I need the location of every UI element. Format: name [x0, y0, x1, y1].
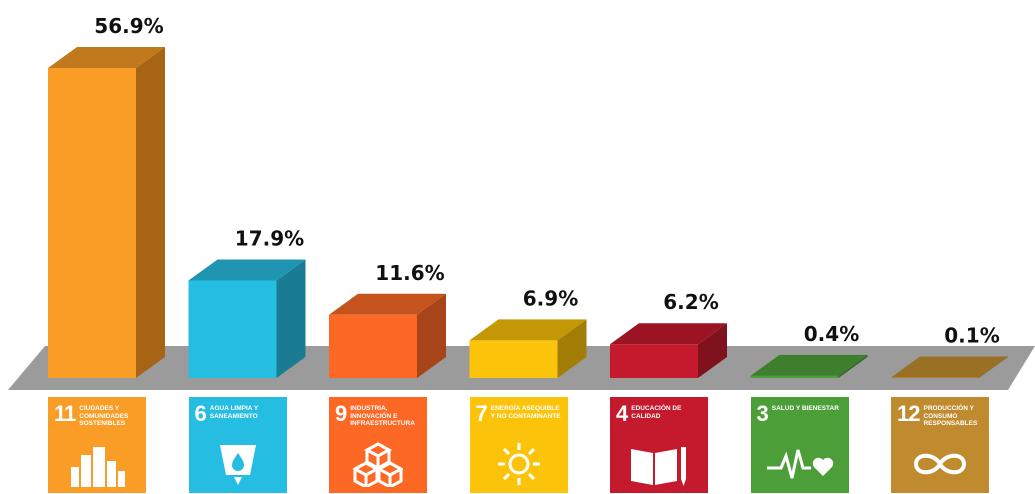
- bar-value-label: 0.1%: [944, 323, 999, 347]
- bar-front-face: [610, 344, 698, 378]
- sdg-tile-name: Agua limpia y saneamiento: [209, 405, 259, 420]
- bar-value-label: 6.9%: [523, 286, 578, 310]
- sdg-tile-number: 12: [897, 401, 921, 426]
- bar-chart: 56.9% 17.9% 11.6% 6.9% 6.2% 0.4% 0.1%: [8, 14, 1035, 390]
- sdg-tile-number: 6: [194, 401, 207, 426]
- sdg-tile-name: Industria, innovación e infraestructura: [350, 405, 415, 427]
- bar-side-face: [276, 259, 306, 378]
- sdg-tile-name: Ciudades y comunidades sostenibles: [79, 405, 129, 427]
- sun-power-icon: [470, 439, 568, 489]
- sdg-tile-12: 12 Producción y consumo responsables: [891, 397, 989, 493]
- water-glass-icon: [189, 439, 287, 489]
- bar-side-face: [979, 356, 1008, 378]
- bar-value-label: 6.2%: [663, 290, 718, 314]
- sdg-tile-name: Energía asequible y no contaminante: [490, 405, 561, 420]
- value-labels-group: 56.9% 17.9% 11.6% 6.9% 6.2% 0.4% 0.1%: [94, 14, 999, 347]
- bar-value-label: 0.4%: [804, 322, 859, 346]
- bar-front-face: [329, 314, 417, 378]
- bar-top-face: [329, 293, 446, 315]
- bar-5: [750, 354, 868, 378]
- bar-side-face: [136, 47, 165, 378]
- bar-0: [48, 47, 165, 378]
- bar-value-label: 17.9%: [235, 226, 304, 250]
- bar-2: [329, 293, 446, 378]
- sdg-tile-6: 6 Agua limpia y saneamiento: [188, 397, 287, 493]
- bar-front-face: [48, 68, 136, 378]
- sdg-tile-name: Producción y consumo responsables: [923, 405, 978, 427]
- book-pencil-icon: [610, 439, 708, 489]
- bar-3: [469, 319, 587, 378]
- sdg-tile-number: 7: [475, 401, 488, 426]
- sdg-tile-number: 4: [616, 401, 628, 426]
- bar-front-face: [469, 340, 558, 378]
- bar-front-face: [188, 280, 277, 378]
- bar-side-face: [557, 319, 587, 378]
- bar-top-face: [750, 354, 868, 376]
- heartbeat-icon: [751, 439, 849, 489]
- bar-front-face: [891, 377, 979, 378]
- sdg-tile-number: 3: [756, 401, 769, 426]
- stacked-cubes-icon: [329, 439, 427, 489]
- sdg-tile-number: 11: [54, 401, 76, 426]
- sdg-tile-name: Salud y bienestar: [771, 405, 839, 412]
- bar-front-face: [750, 375, 839, 378]
- sdg-tile-number: 9: [335, 401, 347, 426]
- bar-side-face: [698, 323, 727, 378]
- sdg-tile-3: 3 Salud y bienestar: [750, 397, 849, 493]
- bar-1: [188, 259, 306, 378]
- bar-value-label: 56.9%: [94, 14, 163, 38]
- bar-top-face: [469, 319, 587, 341]
- bar-side-face: [417, 293, 446, 378]
- bar-top-face: [48, 47, 165, 68]
- bar-top-face: [188, 259, 306, 281]
- sdg-tile-11: 11 Ciudades y comunidades sostenibles: [48, 397, 146, 493]
- sdg-tile-9: 9 Industria, innovación e infraestructur…: [329, 397, 427, 493]
- bar-6: [891, 356, 1008, 378]
- bar-side-face: [838, 354, 868, 378]
- sdg-tile-name: Educación de calidad: [631, 405, 682, 420]
- sdg-tile-4: 4 Educación de calidad: [610, 397, 708, 493]
- infinity-loop-icon: [891, 439, 989, 489]
- city-buildings-icon: [48, 439, 146, 489]
- bars-group: [48, 47, 1008, 378]
- bar-top-face: [891, 356, 1008, 378]
- bar-top-face: [610, 323, 727, 345]
- sdg-tile-7: 7 Energía asequible y no contaminante: [469, 397, 568, 493]
- bar-value-label: 11.6%: [375, 261, 444, 285]
- bar-4: [610, 323, 727, 378]
